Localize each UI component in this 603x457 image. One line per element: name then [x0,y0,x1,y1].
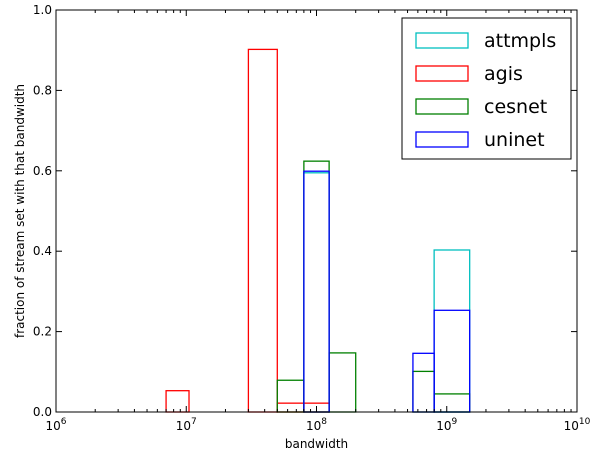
ticks-layer: 0.0 0.2 0.4 0.6 0.8 1.0 106 107 108 109 1010 [33,3,591,433]
legend-swatch-agis [415,65,469,82]
x-axis-label: bandwidth [285,437,348,451]
bar-attmpls-0 [303,172,330,413]
bar-cesnet-2 [328,352,357,413]
x-tick-label: 106 [45,417,66,433]
y-tick-label: 0.2 [33,325,52,339]
legend-label-uninet: uninet [484,129,545,151]
bar-cesnet-4 [433,393,471,413]
bar-cesnet-3 [412,370,435,413]
y-tick-label: 0.0 [33,405,52,419]
y-tick-label: 0.6 [33,164,52,178]
bar-agis-1 [247,48,278,413]
bar-uninet-0 [303,170,330,413]
legend-label-attmpls: attmpls [484,30,556,52]
bar-attmpls-1 [433,249,471,413]
x-tick-label: 108 [306,417,327,433]
legend-label-cesnet: cesnet [484,96,547,118]
y-axis-label: fraction of stream set with that bandwid… [13,84,27,338]
legend: attmpls agis cesnet uninet [401,17,572,160]
bar-uninet-2 [433,309,471,413]
legend-box [401,17,572,160]
y-tick-label: 0.8 [33,83,52,97]
legend-swatch-cesnet [415,98,469,115]
x-tick-label: 1010 [564,417,591,433]
legend-swatch-attmpls [415,32,469,49]
bar-cesnet-1 [303,160,330,413]
bar-cesnet-0 [276,379,305,413]
bar-agis-2 [276,402,305,413]
x-tick-label: 109 [436,417,457,433]
bar-uninet-1 [412,352,435,413]
y-tick-label: 1.0 [33,3,52,17]
legend-swatch-uninet [415,131,469,148]
y-tick-label: 0.4 [33,244,52,258]
x-tick-label: 107 [176,417,197,433]
legend-label-agis: agis [484,63,523,85]
bar-agis-0 [165,390,190,413]
